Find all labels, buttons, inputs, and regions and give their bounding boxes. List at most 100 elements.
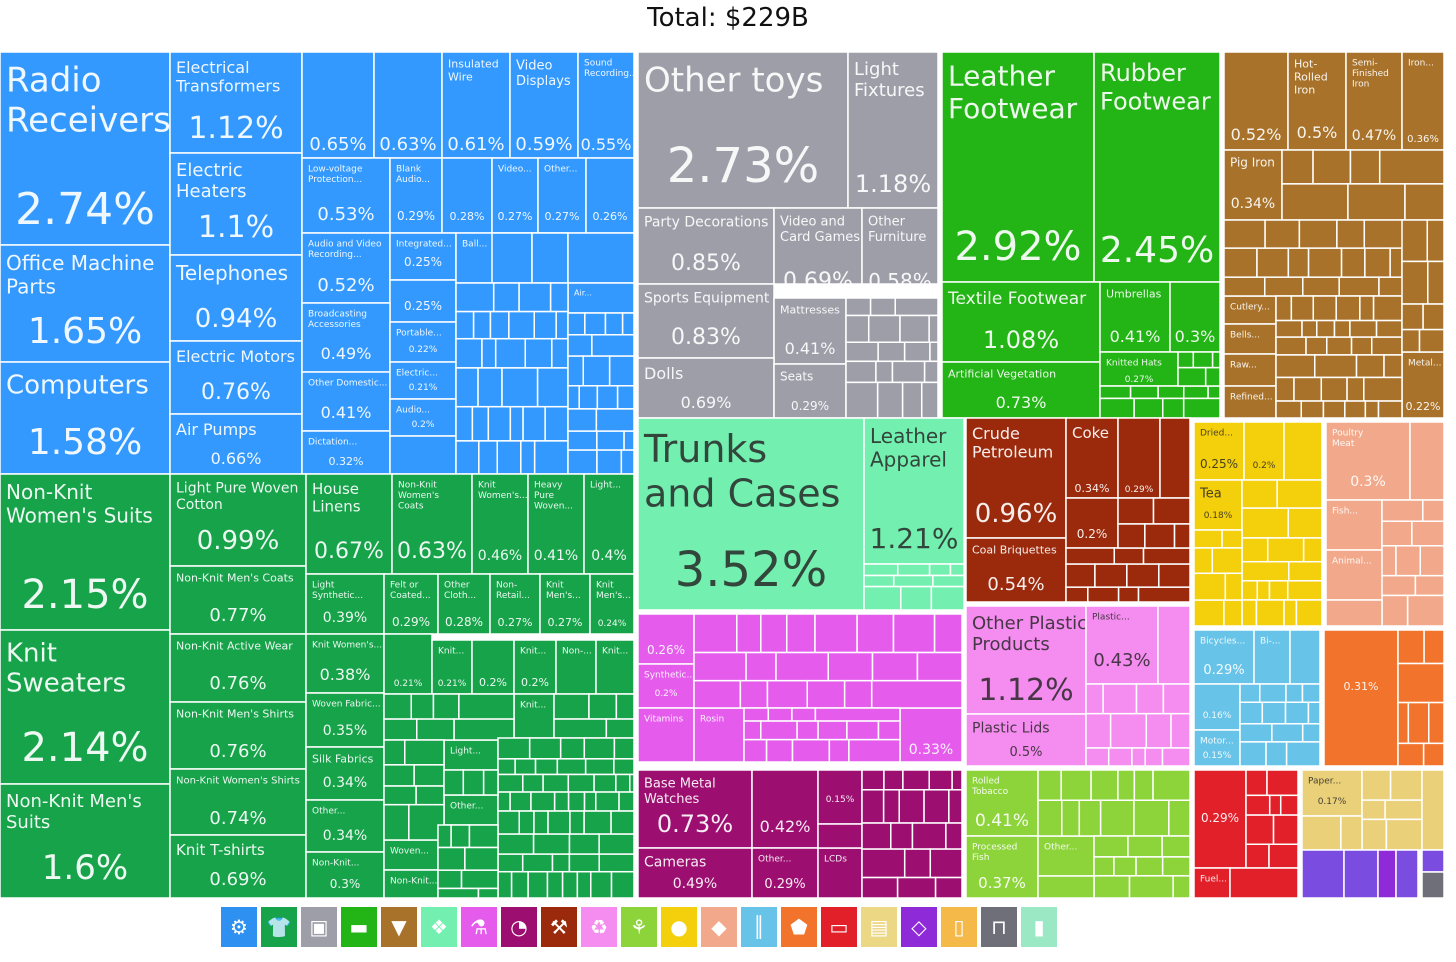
treemap-cell bbox=[693, 613, 738, 654]
treemap-cell bbox=[491, 232, 533, 284]
cell-dictation-name: Dictation... bbox=[308, 437, 357, 447]
animal-icon[interactable]: ◆ bbox=[700, 906, 738, 948]
shirt-icon[interactable]: 👕 bbox=[260, 906, 298, 948]
treemap-cell bbox=[1428, 701, 1445, 745]
diamond-icon[interactable]: ◇ bbox=[900, 906, 938, 948]
cell-audio2-pct: 0.2% bbox=[412, 420, 435, 430]
treemap-cell bbox=[1177, 351, 1195, 369]
cell-light2-pct: 0.4% bbox=[591, 548, 627, 564]
cell-trunks bbox=[637, 417, 865, 611]
cell-soundrec-name: Sound bbox=[584, 58, 612, 68]
treemap-cell bbox=[1320, 376, 1348, 402]
treemap-cell bbox=[1133, 397, 1164, 419]
treemap-cell bbox=[547, 810, 571, 835]
cell-knitmen1-name: Men's... bbox=[546, 591, 581, 601]
treemap-cell bbox=[1285, 741, 1321, 767]
treemap-cell bbox=[765, 738, 794, 763]
treemap-cell bbox=[623, 430, 635, 451]
cell-videocard-name: Card Games bbox=[780, 230, 860, 245]
fruit-icon[interactable]: ● bbox=[660, 906, 698, 948]
cell-fish2-name: Fish... bbox=[1332, 506, 1358, 516]
treemap-cell bbox=[1389, 769, 1423, 801]
ammo-icon[interactable]: ▮ bbox=[1020, 906, 1058, 948]
cell-textilefw-pct: 1.08% bbox=[983, 326, 1059, 354]
food-icon[interactable]: ▯ bbox=[940, 906, 978, 948]
treemap-cell bbox=[598, 853, 635, 873]
cell-nonknit3-name: Non-Knit... bbox=[312, 858, 359, 868]
cell-otherfurn-name: Furniture bbox=[868, 230, 926, 245]
treemap-cell bbox=[1037, 875, 1095, 899]
treemap-cell bbox=[1090, 769, 1119, 801]
anvil-icon[interactable]: ▼ bbox=[380, 906, 418, 948]
treemap-cell bbox=[437, 824, 452, 849]
treemap-cell bbox=[1245, 843, 1270, 869]
treemap-cell bbox=[1300, 400, 1325, 419]
treemap-cell bbox=[877, 720, 901, 741]
cell-synthetic-pct: 0.2% bbox=[655, 689, 678, 699]
cell-hotrolled-name: Rolled bbox=[1294, 70, 1328, 83]
treemap-cell bbox=[1276, 479, 1323, 509]
treemap-cell bbox=[1099, 397, 1135, 419]
cell-nonknit3-pct: 0.3% bbox=[330, 877, 361, 891]
recycle-icon[interactable]: ♻ bbox=[580, 906, 618, 948]
treemap-cell bbox=[1157, 605, 1191, 685]
treemap-cell bbox=[1245, 769, 1268, 797]
hide-icon[interactable]: ❖ bbox=[420, 906, 458, 948]
gear-icon-glyph: ⚙ bbox=[230, 915, 248, 939]
treemap-cell bbox=[1395, 849, 1419, 899]
paper-icon[interactable]: ▤ bbox=[860, 906, 898, 948]
cell-procfish-pct: 0.37% bbox=[978, 874, 1026, 892]
treemap-cell bbox=[497, 810, 520, 835]
treemap-cell bbox=[845, 297, 872, 317]
treemap-cell bbox=[1099, 385, 1132, 400]
flask-icon[interactable]: ⚗ bbox=[460, 906, 498, 948]
cell-otherplastic-name: Products bbox=[972, 634, 1050, 655]
treemap-cell bbox=[1298, 219, 1338, 249]
treemap-cell bbox=[1137, 586, 1191, 603]
treemap-cell bbox=[1361, 799, 1386, 821]
treemap-cell bbox=[1255, 599, 1285, 627]
treemap-cell bbox=[743, 720, 762, 741]
cell-leatherfw bbox=[941, 51, 1095, 283]
gear-icon[interactable]: ⚙ bbox=[220, 906, 258, 948]
treemap-cell bbox=[1401, 328, 1421, 353]
cell-otherplastic-pct: 1.12% bbox=[978, 673, 1073, 708]
treemap-cell bbox=[1287, 247, 1310, 278]
box-icon[interactable]: ▣ bbox=[300, 906, 338, 948]
pickaxe-icon[interactable]: ⚒ bbox=[540, 906, 578, 948]
treemap-cell bbox=[567, 385, 580, 410]
cell-knit3-name: Knit... bbox=[438, 646, 464, 656]
treemap-cell bbox=[531, 232, 569, 284]
treemap-cell bbox=[1193, 529, 1223, 549]
cell-seats-name: Seats bbox=[780, 370, 813, 384]
treemap-cell bbox=[1364, 247, 1391, 278]
cell-nkwcoats-pct: 0.63% bbox=[397, 539, 467, 564]
cell-nkactive bbox=[169, 633, 307, 703]
easel-icon[interactable]: ⊓ bbox=[980, 906, 1018, 948]
treemap-cell bbox=[437, 869, 463, 890]
treemap-cell bbox=[472, 310, 492, 340]
cell-in015-pct: 0.15% bbox=[826, 795, 855, 805]
cell-knit4-name: Knit... bbox=[520, 646, 546, 656]
treemap-cell bbox=[1381, 520, 1413, 547]
treemap-cell bbox=[861, 789, 885, 824]
cell-dolls-pct: 0.69% bbox=[681, 393, 732, 412]
road-icon[interactable]: ║ bbox=[740, 906, 778, 948]
cell-soundrec-name: Recording... bbox=[584, 69, 638, 79]
cell-leatherapp-name: Leather bbox=[870, 424, 947, 448]
treemap-cell bbox=[383, 764, 415, 787]
treemap-cell bbox=[1065, 563, 1096, 588]
treemap-cell bbox=[629, 773, 635, 793]
wheat-icon[interactable]: ⚘ bbox=[620, 906, 658, 948]
treemap-cell bbox=[1229, 867, 1299, 899]
cell-cameras bbox=[637, 847, 753, 899]
gauge-icon[interactable]: ◔ bbox=[500, 906, 538, 948]
stone-icon[interactable]: ⬟ bbox=[780, 906, 818, 948]
cell-ar029-pct: 0.29% bbox=[1201, 811, 1239, 825]
cell-inswire-name: Wire bbox=[448, 70, 473, 83]
cell-iron3-name: Iron... bbox=[1408, 58, 1434, 68]
cell-radio-name: Radio bbox=[6, 61, 102, 101]
treemap-cell bbox=[527, 870, 549, 899]
shoe-icon[interactable]: ▬ bbox=[340, 906, 378, 948]
weapon-icon[interactable]: ▭ bbox=[820, 906, 858, 948]
